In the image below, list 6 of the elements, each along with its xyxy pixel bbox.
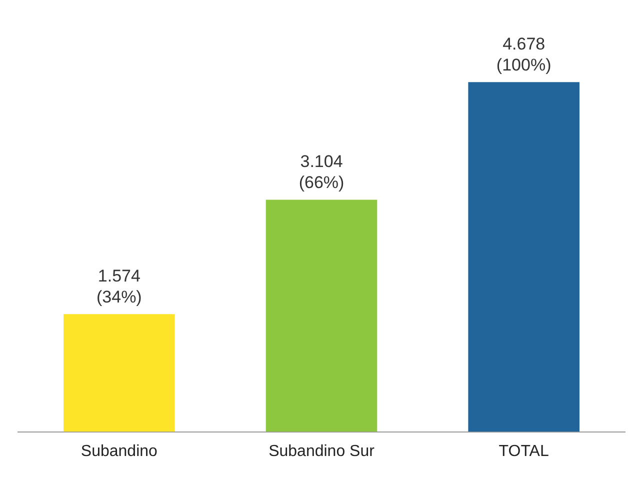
x-tick-label: Subandino: [80, 442, 158, 460]
data-label: 1.574 (34%): [96, 266, 142, 306]
data-label: 3.104 (66%): [298, 152, 344, 192]
x-tick-label: Subandino Sur: [268, 442, 376, 460]
x-tick-label: TOTAL: [498, 442, 549, 460]
data-label: 4.678 (100%): [496, 34, 552, 74]
